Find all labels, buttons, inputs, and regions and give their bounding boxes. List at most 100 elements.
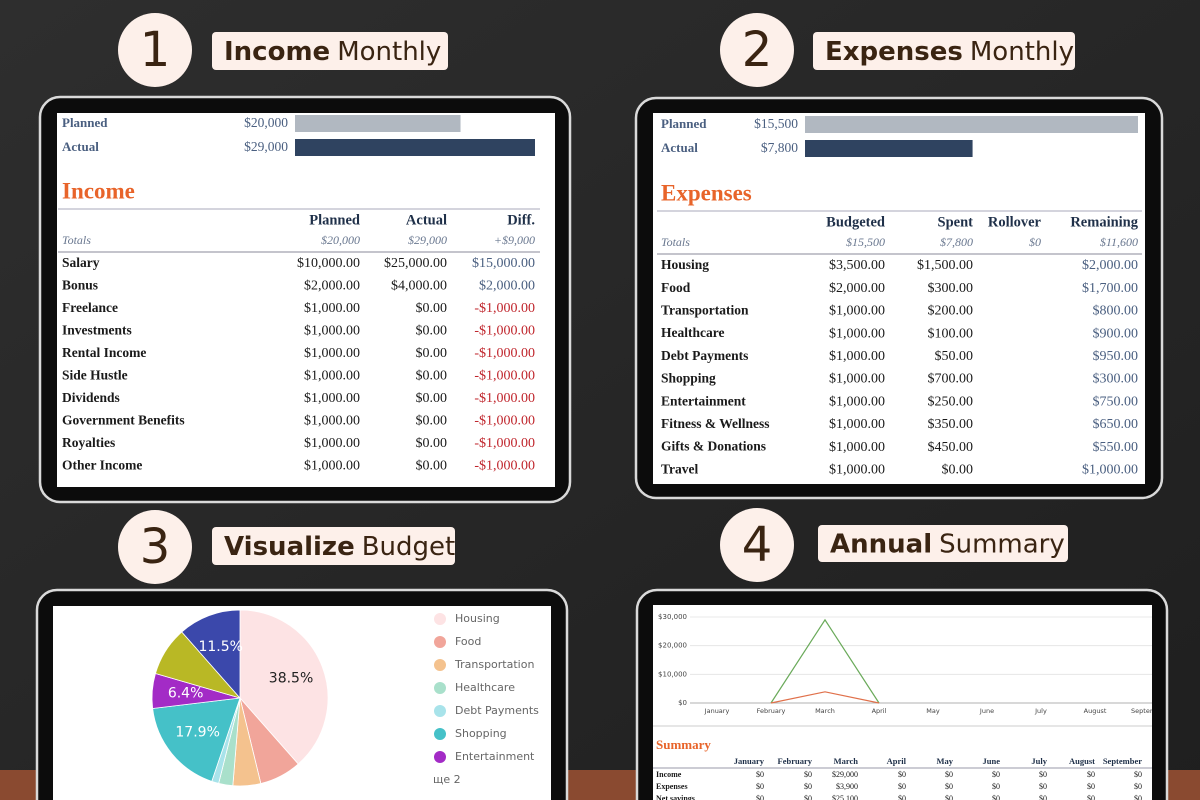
x-tick-label: May (926, 707, 940, 715)
row-label: Debt Payments (661, 348, 748, 363)
cell: $1,000.00 (304, 414, 360, 429)
title-box (813, 32, 1075, 70)
cell: $650.00 (1093, 417, 1139, 432)
row-label: Side Hustle (62, 368, 128, 383)
row-label: Travel (661, 461, 698, 476)
legend-swatch (434, 659, 446, 671)
column-header: February (778, 756, 813, 766)
row-label: Net savings (656, 794, 695, 800)
bar-value: $7,800 (761, 140, 798, 155)
slice-label: 6.4% (168, 686, 204, 702)
legend-label: Transportation (454, 658, 534, 671)
column-header: Spent (938, 214, 974, 230)
cell: $1,000.00 (829, 440, 885, 455)
cell: -$1,000.00 (474, 369, 535, 384)
cell: -$1,000.00 (474, 414, 535, 429)
pie-slice (239, 609, 329, 765)
slice-label: 11.5% (198, 639, 242, 655)
row-label: Fitness & Wellness (661, 416, 770, 431)
tablet-screen (653, 113, 1145, 484)
slice-label: 17.9% (175, 724, 219, 740)
legend-label: Entertainment (455, 750, 535, 763)
cell: $1,000.00 (304, 369, 360, 384)
step-number: 4 (742, 517, 773, 573)
title-rest: Monthly (970, 37, 1074, 67)
title-bold: Annual (830, 529, 932, 559)
table-heading: Summary (656, 737, 711, 752)
cell: $3,900 (836, 782, 858, 791)
totals-cell: $7,800 (940, 235, 973, 249)
totals-cell: $20,000 (321, 233, 360, 247)
cell: $1,000.00 (829, 372, 885, 387)
column-header: July (1031, 756, 1047, 766)
row-label: Shopping (661, 371, 716, 386)
cell: $0 (992, 794, 1000, 800)
bar-value: $29,000 (244, 139, 288, 154)
row-label: Royalties (62, 435, 115, 450)
legend-label: Food (455, 635, 481, 648)
totals-cell: +$9,000 (494, 233, 535, 247)
column-header: Actual (406, 212, 447, 228)
row-label: Food (661, 280, 691, 295)
tablet-screen (57, 113, 555, 487)
legend-swatch (434, 751, 446, 763)
bar-label: Actual (661, 140, 698, 155)
legend-label: Shopping (455, 727, 507, 740)
column-header: May (936, 756, 953, 766)
step-number: 1 (140, 22, 171, 78)
row-label: Bonus (62, 278, 98, 293)
series-line (770, 691, 880, 704)
column-header: Planned (309, 212, 360, 228)
cell: $0.00 (416, 369, 448, 384)
slice-label: 38.5% (269, 671, 313, 687)
cell: $0.00 (416, 436, 448, 451)
table-heading: Income (62, 178, 135, 203)
section-title: Income Monthly (224, 37, 441, 67)
cell: $25,100 (832, 794, 858, 800)
cell: $0 (756, 794, 764, 800)
column-header: Remaining (1070, 214, 1138, 230)
y-tick-label: $20,000 (658, 642, 687, 650)
title-box (818, 525, 1068, 562)
legend-label: Healthcare (455, 681, 515, 694)
step-number: 2 (742, 22, 773, 78)
step-number: 3 (140, 519, 171, 575)
totals-cell: $29,000 (408, 233, 447, 247)
column-header: August (1069, 756, 1095, 766)
cell: $700.00 (928, 372, 974, 387)
row-label: Freelance (62, 300, 118, 315)
cell: $250.00 (928, 394, 974, 409)
cell: $950.00 (1093, 349, 1139, 364)
cell: $1,000.00 (829, 463, 885, 478)
cell: $0 (898, 782, 906, 791)
cell: $0.00 (416, 391, 448, 406)
cell: $2,000.00 (304, 279, 360, 294)
cell: $0.00 (416, 301, 448, 316)
totals-cell: $11,600 (1100, 235, 1138, 249)
cell: -$1,000.00 (474, 324, 535, 339)
cell: $0.00 (416, 414, 448, 429)
cell: $300.00 (1093, 372, 1139, 387)
cell: $1,000.00 (829, 349, 885, 364)
cell: $0 (898, 794, 906, 800)
y-tick-label: $30,000 (658, 613, 687, 621)
cell: $15,000.00 (472, 256, 535, 271)
cell: $0.00 (942, 463, 974, 478)
cell: $0.00 (416, 346, 448, 361)
cell: $450.00 (928, 440, 974, 455)
row-label: Expenses (656, 782, 688, 791)
row-label: Salary (62, 255, 100, 270)
series-line (770, 618, 880, 704)
row-label: Rental Income (62, 345, 146, 360)
title-bold: Visualize (224, 532, 355, 562)
row-label: Investments (62, 323, 132, 338)
totals-cell: Totals (62, 233, 91, 247)
x-tick-label: August (1084, 707, 1107, 715)
legend-swatch (434, 728, 446, 740)
progress-bar (805, 140, 973, 157)
cell: $10,000.00 (297, 256, 360, 271)
row-label: Gifts & Donations (661, 439, 766, 454)
x-tick-label: March (815, 707, 835, 715)
y-tick-label: $0 (678, 699, 687, 707)
cell: $50.00 (935, 349, 974, 364)
